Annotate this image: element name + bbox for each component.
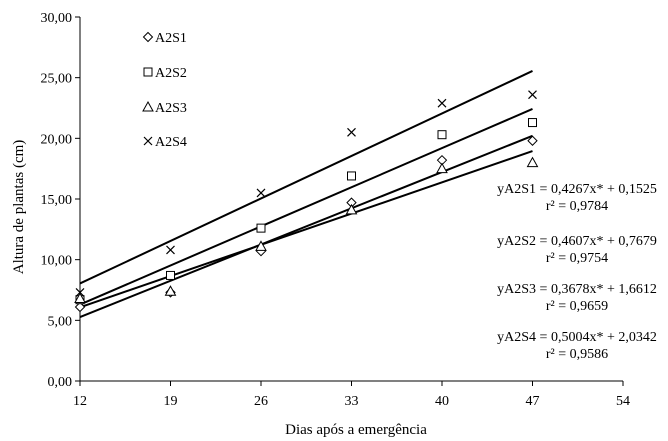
y-tick-label: 30,00 bbox=[41, 11, 73, 26]
trendline-a2s3 bbox=[79, 150, 533, 309]
equation-a2s4: yA2S4 = 0,5004x* + 2,0342 bbox=[497, 330, 657, 345]
y-tick-label: 25,00 bbox=[41, 72, 73, 87]
equations: yA2S1 = 0,4267x* + 0,1525 r² = 0,9784 yA2S… bbox=[497, 182, 657, 362]
x-tick-label: 26 bbox=[254, 394, 268, 409]
y-axis-title: Altura de plantas (cm) bbox=[11, 140, 27, 275]
legend-marker-a2s2 bbox=[143, 67, 153, 77]
point-a2s4 bbox=[437, 98, 447, 108]
point-a2s4 bbox=[256, 188, 266, 198]
r2-a2s3: r² = 0,9659 bbox=[546, 299, 608, 314]
point-a2s3 bbox=[74, 292, 86, 303]
trendline-a2s4 bbox=[79, 70, 533, 285]
point-a2s3 bbox=[255, 240, 267, 251]
legend-label-a2s1: A2S1 bbox=[155, 31, 187, 46]
point-a2s4 bbox=[166, 245, 175, 255]
legend-label-a2s2: A2S2 bbox=[155, 66, 187, 81]
data-points bbox=[74, 90, 539, 313]
point-a2s4 bbox=[347, 127, 356, 137]
legend: A2S1 A2S2 A2S3 A2S4 bbox=[142, 31, 187, 150]
trendline-a2s2 bbox=[79, 108, 533, 306]
x-tick-label: 12 bbox=[73, 394, 87, 409]
point-a2s4 bbox=[528, 90, 537, 100]
legend-label-a2s4: A2S4 bbox=[155, 135, 187, 150]
point-a2s3 bbox=[345, 203, 358, 215]
equation-a2s3: yA2S3 = 0,3678x* + 1,6612 bbox=[497, 282, 657, 297]
x-tick-label: 33 bbox=[345, 394, 359, 409]
legend-label-a2s3: A2S3 bbox=[155, 101, 187, 116]
point-a2s3 bbox=[436, 162, 448, 174]
point-a2s1 bbox=[74, 301, 86, 313]
y-tick-label: 10,00 bbox=[41, 254, 73, 269]
point-a2s2 bbox=[166, 270, 175, 280]
point-a2s4 bbox=[75, 288, 85, 297]
trendline-a2s1 bbox=[79, 134, 533, 318]
point-a2s2 bbox=[256, 223, 266, 233]
point-a2s3 bbox=[526, 156, 539, 168]
point-a2s2 bbox=[528, 118, 537, 128]
y-tick-label: 15,00 bbox=[41, 193, 73, 208]
x-tick-label: 54 bbox=[616, 394, 630, 409]
y-tick-label: 20,00 bbox=[41, 132, 73, 147]
point-a2s1 bbox=[527, 135, 538, 146]
y-tick-label: 5,00 bbox=[48, 314, 73, 329]
r2-a2s4: r² = 0,9586 bbox=[546, 347, 608, 362]
x-axis-title: Dias após a emergência bbox=[285, 422, 427, 438]
legend-marker-a2s4 bbox=[143, 136, 153, 146]
r2-a2s2: r² = 0,9754 bbox=[546, 251, 608, 266]
x-tick-label: 47 bbox=[526, 394, 540, 409]
trendlines bbox=[79, 70, 533, 318]
y-tick-label: 0,00 bbox=[48, 375, 73, 390]
equation-a2s2: yA2S2 = 0,4607x* + 0,7679 bbox=[497, 234, 657, 249]
point-a2s3 bbox=[164, 285, 177, 296]
x-tick-label: 40 bbox=[435, 394, 449, 409]
legend-marker-a2s1 bbox=[142, 31, 154, 43]
axes: 0,00 5,00 10,00 15,00 20,00 25,00 30,00 12 19 26 3… bbox=[41, 11, 631, 409]
legend-marker-a2s3 bbox=[142, 100, 154, 112]
r2-a2s1: r² = 0,9784 bbox=[546, 199, 608, 214]
equation-a2s1: yA2S1 = 0,4267x* + 0,1525 bbox=[497, 182, 657, 197]
point-a2s2 bbox=[347, 171, 356, 181]
point-a2s2 bbox=[437, 130, 447, 140]
x-tick-label: 19 bbox=[164, 394, 178, 409]
